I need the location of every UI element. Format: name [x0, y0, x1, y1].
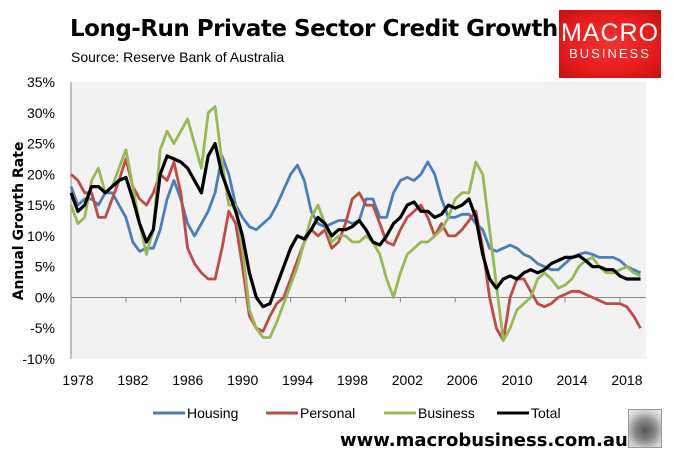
x-tick-label: 1994	[282, 372, 313, 388]
x-tick-label: 2010	[502, 372, 533, 388]
logo-line-2: BUSINESS	[569, 46, 651, 61]
series-line-total	[69, 142, 641, 309]
y-tick-label: -10%	[22, 351, 55, 367]
x-tick-label: 1990	[227, 372, 258, 388]
chart-title: Long-Run Private Sector Credit Growth	[70, 16, 558, 42]
y-tick-label: 10%	[27, 228, 55, 244]
series-line-personal	[70, 157, 642, 342]
chart-source: Source: Reserve Bank of Australia	[71, 49, 285, 65]
x-tick-label: 1986	[172, 372, 203, 388]
y-tick-label: 20%	[27, 166, 55, 182]
x-tick-label: 2014	[556, 372, 587, 388]
y-tick-label: 35%	[27, 74, 55, 90]
x-tick-label: 1998	[337, 372, 368, 388]
y-tick-label: 30%	[27, 105, 55, 121]
y-tick-label: 25%	[27, 136, 55, 152]
legend-label-business: Business	[418, 405, 475, 421]
wolf-logo-icon	[628, 409, 662, 448]
x-tick-label: 1978	[62, 372, 93, 388]
legend-label-total: Total	[531, 405, 561, 421]
x-tick-label: 1982	[117, 372, 148, 388]
macrobusiness-logo: MACRO BUSINESS	[559, 10, 661, 78]
logo-line-1: MACRO	[560, 19, 660, 47]
y-tick-label: 15%	[27, 197, 55, 213]
series-line-business	[69, 105, 642, 342]
y-tick-label: 5%	[35, 259, 55, 275]
y-tick-label: 0%	[35, 289, 55, 305]
y-axis-label: Annual Growth Rate	[11, 142, 27, 301]
x-tick-label: 2006	[447, 372, 478, 388]
legend-label-housing: Housing	[187, 405, 238, 421]
x-tick-label: 2018	[611, 372, 642, 388]
x-tick-label: 2002	[392, 372, 423, 388]
website-url: www.macrobusiness.com.au	[340, 430, 628, 451]
y-tick-label: -5%	[30, 320, 55, 336]
legend-label-personal: Personal	[300, 405, 355, 421]
